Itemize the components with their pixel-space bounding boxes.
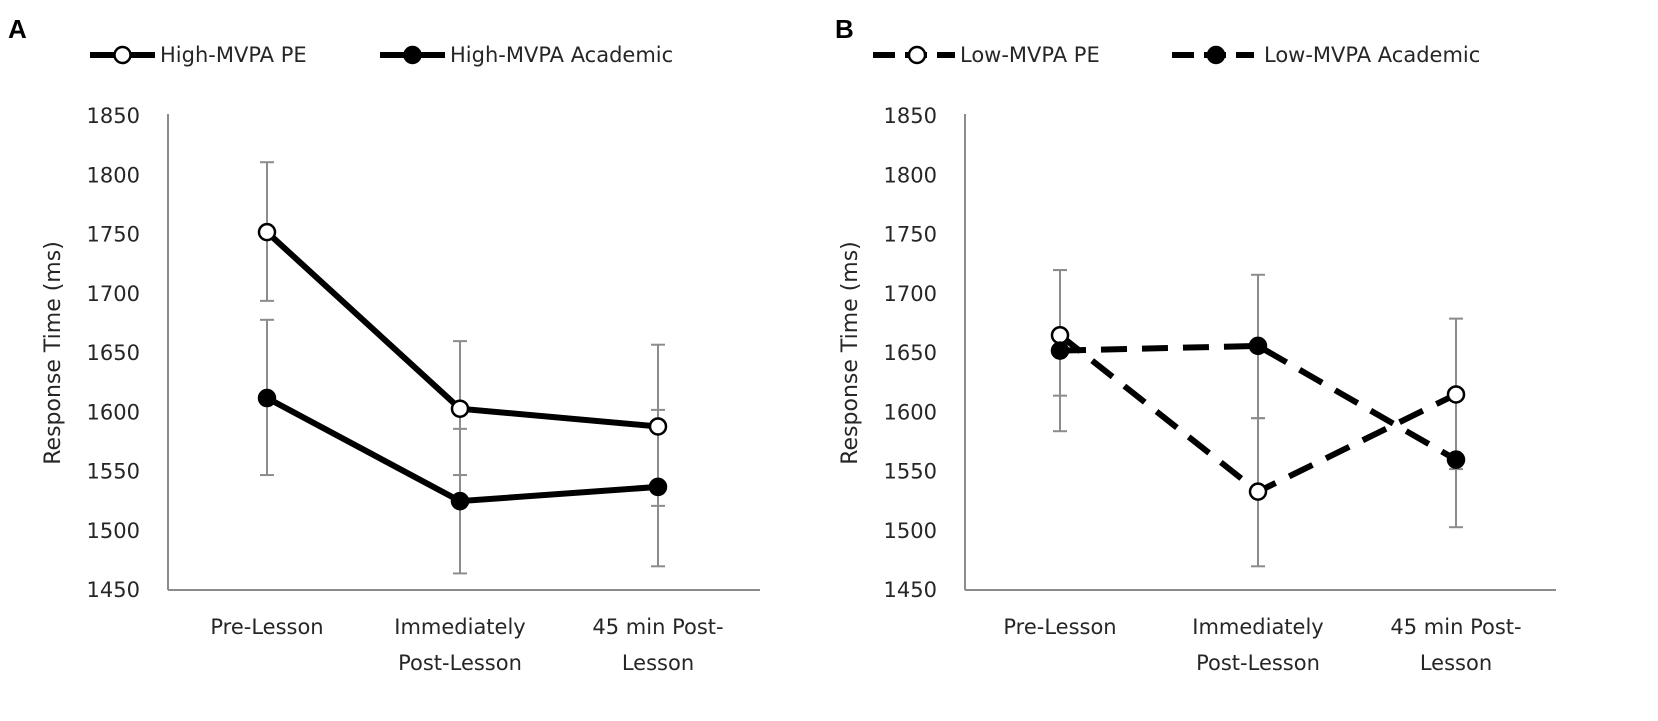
legend-label: High-MVPA PE xyxy=(160,43,307,67)
chart-panel-a: 1450 1500 1550 1600 1650 1700 1750 1800 1850 Resp… xyxy=(41,43,760,675)
y-tick-label: 1750 xyxy=(87,223,140,247)
y-axis-title: Response Time (ms) xyxy=(838,241,863,465)
x-category-label: Pre-Lesson xyxy=(1003,615,1116,639)
data-point-filled xyxy=(450,491,470,511)
chart-panel-b: 1450 1500 1550 1600 1650 1700 1750 1800 1850 Resp… xyxy=(838,43,1556,675)
y-tick-label: 1600 xyxy=(884,400,937,424)
data-point-open xyxy=(1248,482,1268,501)
y-tick-label: 1700 xyxy=(87,282,140,306)
y-tick-label: 1500 xyxy=(87,519,140,543)
series-line xyxy=(264,229,659,430)
y-tick-label: 1600 xyxy=(87,400,140,424)
data-point-filled xyxy=(1050,341,1070,360)
x-category-label: Pre-Lesson xyxy=(210,615,323,639)
legend-label: Low-MVPA PE xyxy=(960,43,1100,67)
data-point-filled xyxy=(1248,336,1268,356)
y-tick-label: 1850 xyxy=(87,104,140,128)
x-category-label: Immediately Post-Lesson xyxy=(394,615,525,675)
y-tick-label: 1450 xyxy=(884,578,937,602)
data-point-open xyxy=(648,417,668,436)
data-point-filled xyxy=(257,388,277,408)
y-tick-label: 1800 xyxy=(884,163,937,187)
y-tick-label: 1650 xyxy=(87,341,140,365)
x-category-label: 45 min Post-Lesson xyxy=(1390,615,1521,675)
legend-marker xyxy=(1206,45,1226,65)
y-tick-label: 1850 xyxy=(884,104,937,128)
y-tick-label: 1700 xyxy=(884,282,937,306)
data-point-open xyxy=(1446,385,1466,404)
series-line xyxy=(1059,342,1458,463)
y-tick-label: 1550 xyxy=(87,460,140,484)
y-tick-label: 1750 xyxy=(884,223,937,247)
data-point-filled xyxy=(1446,450,1466,469)
x-category-label: Immediately Post-Lesson xyxy=(1192,615,1323,675)
panel-a-letter: A xyxy=(8,14,27,44)
data-point-filled xyxy=(648,477,668,497)
legend-marker xyxy=(403,45,422,65)
x-category-label: 45 min Post-Lesson xyxy=(592,615,723,675)
y-tick-label: 1800 xyxy=(87,163,140,187)
y-tick-label: 1550 xyxy=(884,460,937,484)
legend-marker xyxy=(113,45,132,65)
legend-label: Low-MVPA Academic xyxy=(1264,43,1480,67)
y-axis-title: Response Time (ms) xyxy=(41,241,66,465)
legend-label: High-MVPA Academic xyxy=(450,43,673,67)
y-tick-label: 1650 xyxy=(884,341,937,365)
legend-marker xyxy=(907,45,927,65)
data-point-open xyxy=(257,222,277,242)
data-point-open xyxy=(450,399,470,418)
data-point-open xyxy=(1050,325,1070,345)
y-tick-label: 1450 xyxy=(87,578,140,602)
panel-b-letter: B xyxy=(835,14,854,44)
y-tick-label: 1500 xyxy=(884,519,937,543)
